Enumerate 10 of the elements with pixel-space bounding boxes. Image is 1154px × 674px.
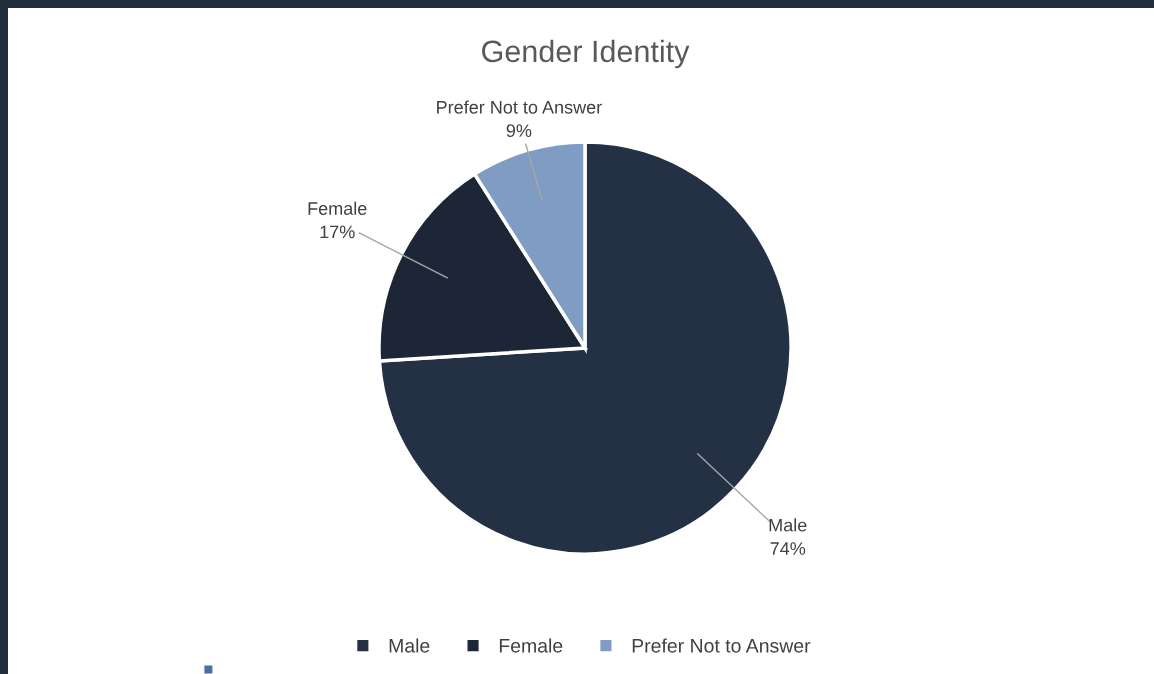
slice-label: Female [308,201,367,215]
chart-title: Gender Identity [482,39,690,69]
legend-label: Female [499,638,563,653]
slice-label: Male [769,518,807,532]
data-label: 17% [320,225,355,239]
legend-label: Prefer Not to Answer [632,638,811,653]
legend-label: Male [389,638,430,653]
slice-label: Prefer Not to Answer [437,100,602,114]
data-label: 74% [770,542,806,555]
data-label: 9% [506,124,532,138]
